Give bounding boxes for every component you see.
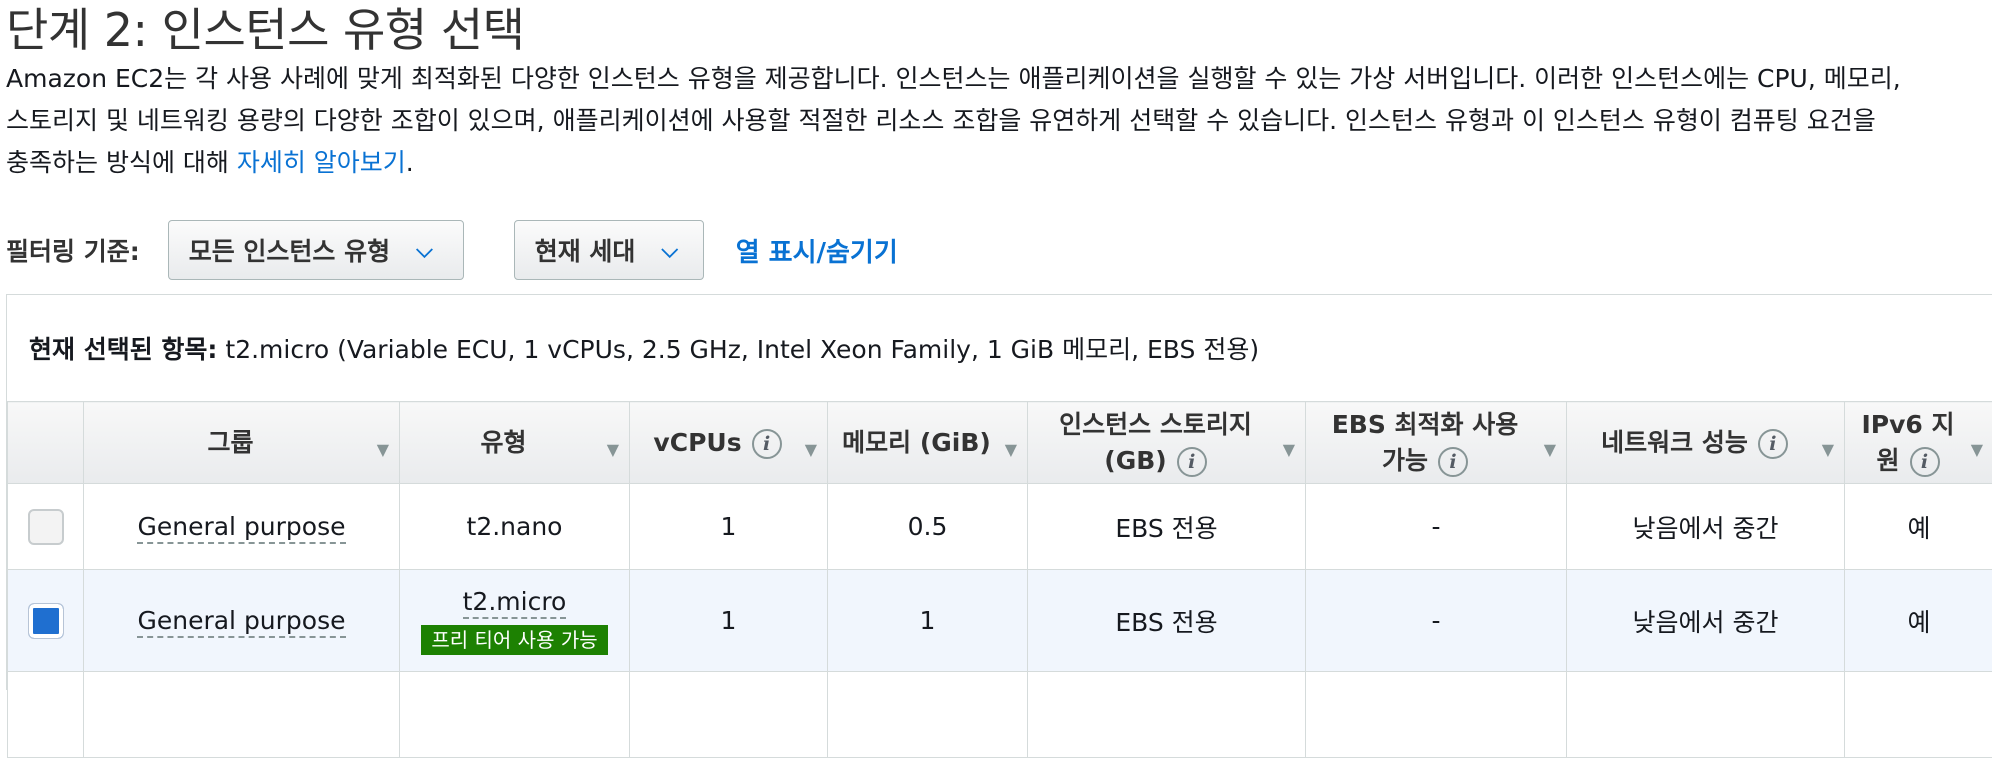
storage-cell: EBS 전용	[1028, 484, 1306, 570]
table-row[interactable]: General purpose t2.nano 1 0.5 EBS 전용 - 낮…	[8, 484, 1992, 570]
type-cell	[400, 672, 630, 758]
ipv6-cell: 예	[1845, 570, 1992, 672]
info-icon[interactable]: i	[1910, 447, 1940, 477]
current-selection-label: 현재 선택된 항목:	[29, 330, 217, 366]
sort-caret-icon[interactable]: ▼	[1283, 432, 1295, 468]
type-cell: t2.nano	[400, 484, 630, 570]
column-header-storage-label-1: 인스턴스 스토리지	[1059, 410, 1252, 439]
row-select-cell[interactable]	[8, 570, 84, 672]
instance-family-value: 모든 인스턴스 유형	[189, 232, 390, 268]
sort-caret-icon[interactable]: ▼	[1971, 432, 1983, 468]
show-hide-columns-link[interactable]: 열 표시/숨기기	[736, 232, 898, 269]
column-header-ebs-optimized[interactable]: EBS 최적화 사용 가능 i ▼	[1306, 402, 1567, 484]
storage-cell	[1028, 672, 1306, 758]
storage-cell: EBS 전용	[1028, 570, 1306, 672]
memory-cell: 1	[828, 570, 1028, 672]
sort-caret-icon[interactable]: ▼	[1005, 432, 1017, 468]
network-cell: 낮음에서 중간	[1567, 570, 1845, 672]
group-tooltip-text[interactable]: General purpose	[137, 512, 345, 544]
network-cell	[1567, 672, 1845, 758]
column-header-memory-label: 메모리 (GiB)	[842, 428, 991, 457]
sort-caret-icon[interactable]: ▼	[1822, 432, 1834, 468]
info-icon[interactable]: i	[1177, 447, 1207, 477]
generation-select[interactable]: 현재 세대 ⌵	[514, 220, 704, 280]
instance-type: t2.nano	[467, 512, 563, 541]
column-header-ipv6-label-2: 원	[1876, 446, 1899, 475]
learn-more-link[interactable]: 자세히 알아보기	[237, 148, 406, 177]
column-header-ipv6-label-1: IPv6 지	[1861, 410, 1954, 439]
row-checkbox[interactable]	[28, 509, 64, 545]
learn-more-suffix: .	[406, 148, 414, 177]
free-tier-badge: 프리 티어 사용 가능	[421, 625, 607, 655]
info-icon[interactable]: i	[1438, 447, 1468, 477]
column-header-storage-label-2: (GB)	[1104, 446, 1166, 475]
description-line-3-text: 충족하는 방식에 대해	[6, 148, 237, 177]
chevron-down-icon: ⌵	[416, 238, 433, 263]
info-icon[interactable]: i	[752, 429, 782, 459]
column-header-network-label: 네트워크 성능	[1601, 428, 1748, 457]
group-cell: General purpose	[84, 484, 400, 570]
description-line-3: 충족하는 방식에 대해 자세히 알아보기.	[6, 142, 1990, 184]
column-header-ebs-label-2: 가능	[1382, 446, 1428, 475]
column-header-instance-storage[interactable]: 인스턴스 스토리지 (GB) i ▼	[1028, 402, 1306, 484]
instance-type[interactable]: t2.micro	[463, 587, 567, 619]
select-column-header	[8, 402, 84, 484]
ipv6-cell	[1845, 672, 1992, 758]
filter-bar: 필터링 기준: 모든 인스턴스 유형 ⌵ 현재 세대 ⌵ 열 표시/숨기기	[6, 220, 898, 280]
ebs-optimized-cell: -	[1306, 484, 1567, 570]
row-select-cell[interactable]	[8, 484, 84, 570]
row-checkbox-checked[interactable]	[28, 603, 64, 639]
instance-types-panel: 현재 선택된 항목: t2.micro (Variable ECU, 1 vCP…	[6, 294, 1992, 690]
page-title: 단계 2: 인스턴스 유형 선택	[6, 0, 524, 60]
network-cell: 낮음에서 중간	[1567, 484, 1845, 570]
current-selection: 현재 선택된 항목: t2.micro (Variable ECU, 1 vCP…	[7, 295, 1992, 401]
sort-caret-icon[interactable]: ▼	[805, 432, 817, 468]
column-header-network[interactable]: 네트워크 성능 i ▼	[1567, 402, 1845, 484]
page-description: Amazon EC2는 각 사용 사례에 맞게 최적화된 다양한 인스턴스 유형…	[6, 58, 1990, 184]
column-header-type-label: 유형	[480, 428, 526, 457]
ebs-optimized-cell	[1306, 672, 1567, 758]
info-icon[interactable]: i	[1758, 429, 1788, 459]
column-header-group[interactable]: 그룹 ▼	[84, 402, 400, 484]
ipv6-cell: 예	[1845, 484, 1992, 570]
description-line-1: Amazon EC2는 각 사용 사례에 맞게 최적화된 다양한 인스턴스 유형…	[6, 58, 1990, 100]
vcpus-cell	[630, 672, 828, 758]
chevron-down-icon: ⌵	[661, 238, 678, 263]
sort-caret-icon[interactable]: ▼	[377, 432, 389, 468]
sort-caret-icon[interactable]: ▼	[607, 432, 619, 468]
vcpus-cell: 1	[630, 570, 828, 672]
filter-label: 필터링 기준:	[6, 232, 140, 268]
table-row[interactable]: General purpose t2.micro 프리 티어 사용 가능 1 1…	[8, 570, 1992, 672]
group-cell	[84, 672, 400, 758]
description-line-2: 스토리지 및 네트워킹 용량의 다양한 조합이 있으며, 애플리케이션에 사용할…	[6, 100, 1990, 142]
group-tooltip-text[interactable]: General purpose	[137, 606, 345, 638]
sort-caret-icon[interactable]: ▼	[1544, 432, 1556, 468]
memory-cell	[828, 672, 1028, 758]
column-header-group-label: 그룹	[207, 428, 253, 457]
row-select-cell[interactable]	[8, 672, 84, 758]
column-header-ebs-label-1: EBS 최적화 사용	[1332, 410, 1519, 439]
column-header-vcpus-label: vCPUs	[653, 428, 741, 457]
type-cell: t2.micro 프리 티어 사용 가능	[400, 570, 630, 672]
generation-value: 현재 세대	[535, 232, 636, 268]
vcpus-cell: 1	[630, 484, 828, 570]
instance-family-select[interactable]: 모든 인스턴스 유형 ⌵	[168, 220, 464, 280]
column-header-type[interactable]: 유형 ▼	[400, 402, 630, 484]
group-cell: General purpose	[84, 570, 400, 672]
column-header-memory[interactable]: 메모리 (GiB) ▼	[828, 402, 1028, 484]
current-selection-value: t2.micro (Variable ECU, 1 vCPUs, 2.5 GHz…	[225, 330, 1259, 366]
ebs-optimized-cell: -	[1306, 570, 1567, 672]
table-row[interactable]	[8, 672, 1992, 758]
memory-cell: 0.5	[828, 484, 1028, 570]
